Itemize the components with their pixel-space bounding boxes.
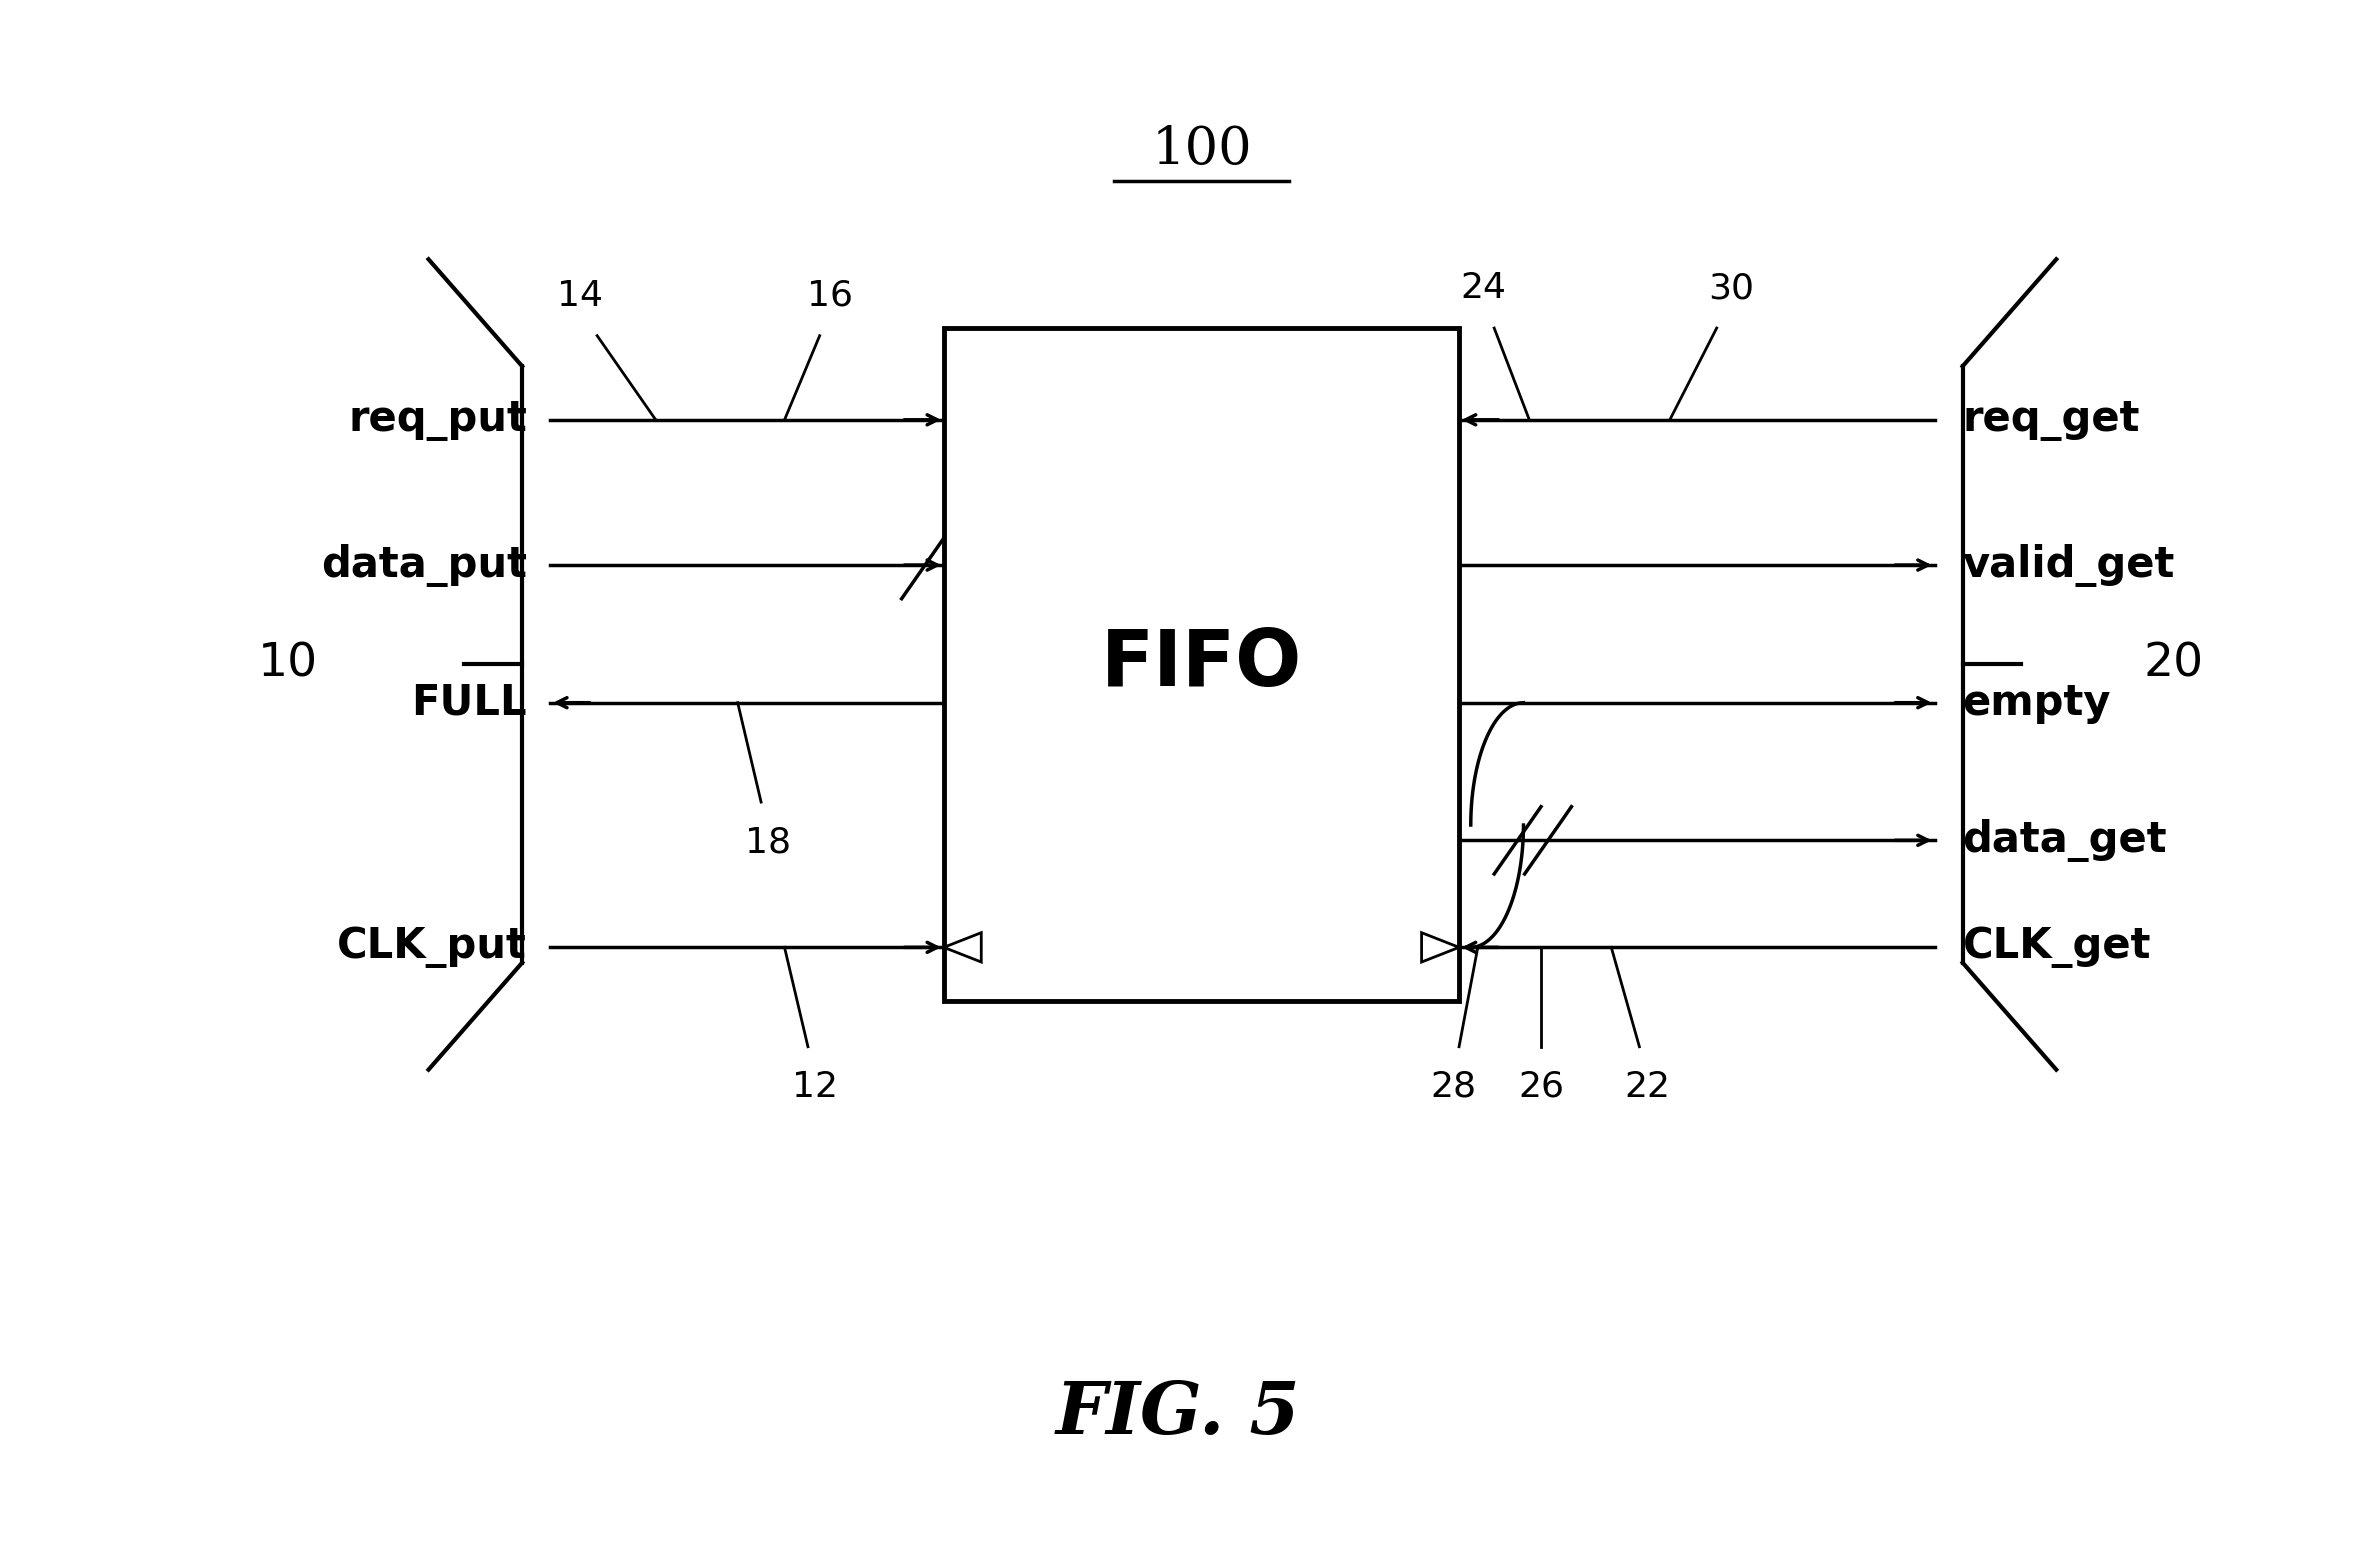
Text: data_put: data_put (320, 543, 528, 586)
Text: FIFO: FIFO (1100, 626, 1303, 702)
Text: FULL: FULL (412, 682, 528, 724)
Text: CLK_get: CLK_get (1963, 926, 2151, 969)
Text: FIG. 5: FIG. 5 (1055, 1378, 1301, 1449)
Text: 10: 10 (257, 642, 318, 687)
Text: 16: 16 (808, 279, 853, 313)
Text: 14: 14 (556, 279, 603, 313)
Text: 26: 26 (1517, 1069, 1564, 1103)
Text: 100: 100 (1152, 123, 1251, 176)
Text: valid_get: valid_get (1963, 543, 2175, 586)
Text: req_get: req_get (1963, 398, 2139, 441)
Bar (945, 329, 1458, 1001)
Text: 20: 20 (2144, 642, 2203, 687)
Text: CLK_put: CLK_put (337, 926, 528, 969)
Text: data_get: data_get (1963, 819, 2168, 863)
Text: 22: 22 (1626, 1069, 1670, 1103)
Text: 30: 30 (1708, 272, 1753, 306)
Text: 24: 24 (1461, 272, 1505, 306)
Text: req_put: req_put (349, 398, 528, 441)
Text: empty: empty (1963, 682, 2111, 724)
Text: 12: 12 (792, 1069, 839, 1103)
Text: 28: 28 (1430, 1069, 1477, 1103)
Text: 18: 18 (744, 826, 792, 859)
